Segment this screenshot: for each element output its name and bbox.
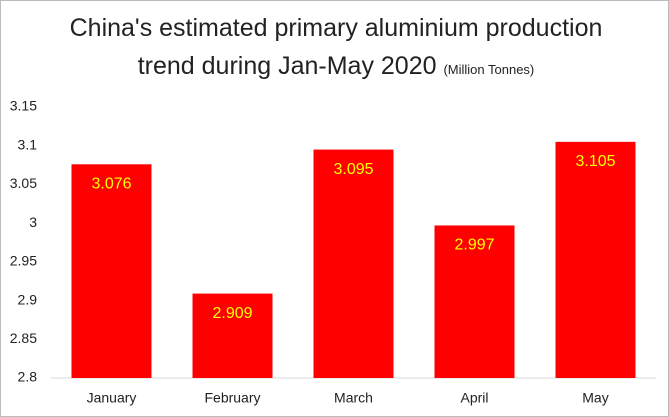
chart-title: China's estimated primary aluminium prod… xyxy=(69,14,603,80)
x-tick-label: February xyxy=(204,390,260,406)
y-tick-label: 2.9 xyxy=(18,291,38,307)
value-label: 2.997 xyxy=(454,237,494,254)
value-label: 3.105 xyxy=(575,153,615,170)
chart-subtitle: (Million Tonnes) xyxy=(443,62,535,77)
y-tick-label: 3.1 xyxy=(18,136,38,152)
y-tick-label: 3.15 xyxy=(10,98,37,114)
bar xyxy=(313,149,394,378)
y-tick-label: 3 xyxy=(29,214,37,230)
bar xyxy=(555,141,636,378)
x-tick-label: May xyxy=(582,390,608,406)
value-label: 3.076 xyxy=(91,176,131,193)
y-tick-label: 3.05 xyxy=(10,175,37,191)
x-tick-label: April xyxy=(460,390,488,406)
value-label: 2.909 xyxy=(212,305,252,322)
bar xyxy=(434,225,515,378)
y-tick-label: 2.95 xyxy=(10,253,37,269)
bar xyxy=(192,293,273,378)
y-tick-label: 2.8 xyxy=(18,369,38,385)
x-tick-label: March xyxy=(334,390,373,406)
value-label: 3.095 xyxy=(333,161,373,178)
x-tick-label: January xyxy=(87,390,137,406)
y-tick-label: 2.85 xyxy=(10,330,37,346)
bar xyxy=(71,164,152,378)
chart-title-block: China's estimated primary aluminium prod… xyxy=(56,9,616,89)
